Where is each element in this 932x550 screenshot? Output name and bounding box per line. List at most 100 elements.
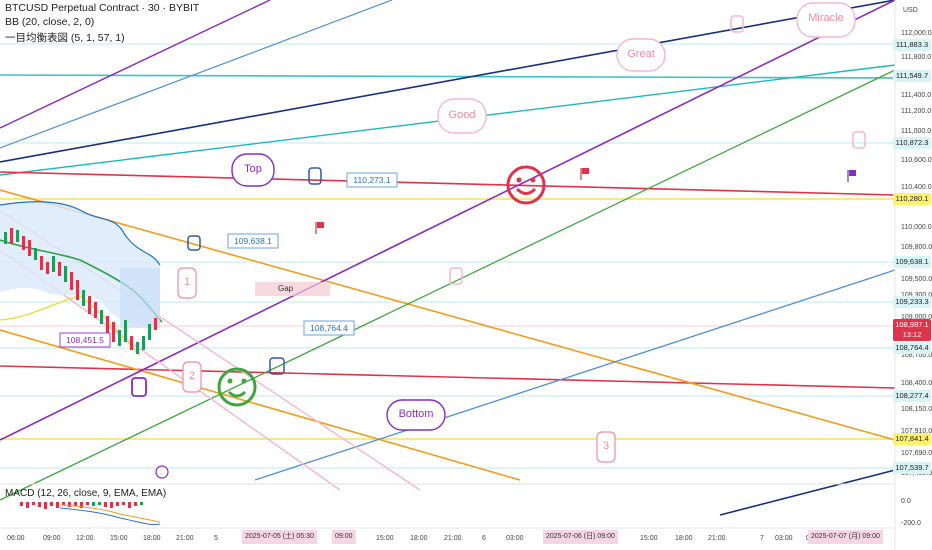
time-axis-label: 21:00 <box>708 535 726 542</box>
wave-1-box[interactable] <box>177 267 197 299</box>
price-level-tag[interactable]: 111,883.3 <box>893 39 931 51</box>
wave-2-box[interactable] <box>182 361 202 393</box>
wave-3-box[interactable] <box>596 431 616 463</box>
price-level-tag[interactable]: 109,638.1 <box>893 256 931 268</box>
price-level-tag[interactable]: 107,841.4 <box>893 433 931 445</box>
macd-indicator-label[interactable]: MACD (12, 26, close, 9, EMA, EMA) <box>5 488 167 499</box>
great-label: Great <box>627 48 655 60</box>
price-level-tag[interactable]: 108,764.4 <box>893 342 931 354</box>
flag-red-icon[interactable] <box>580 168 589 180</box>
price-callout-label: 109,638.1 <box>234 236 272 246</box>
time-axis-highlight: 09:00 <box>332 530 356 544</box>
price-axis-tick: 110,600.0 <box>901 157 932 164</box>
price-callout[interactable] <box>227 233 279 249</box>
price-level-tag[interactable]: 110,280.1 <box>893 193 931 205</box>
time-axis-label: 18:00 <box>410 535 428 542</box>
price-axis-tick: 110,400.0 <box>901 184 932 191</box>
macd-tick: 0.0 <box>901 498 911 505</box>
time-axis-label: 03:00 <box>775 535 793 542</box>
price-callout-label: 108,451.5 <box>66 335 104 345</box>
hand-pointer-icon[interactable] <box>449 267 463 285</box>
price-level-tag[interactable]: 107,539.7 <box>893 462 931 474</box>
bb-indicator-label[interactable]: BB (20, close, 2, 0) <box>5 16 95 28</box>
miracle-bubble[interactable] <box>796 2 856 38</box>
hand-pointer-icon[interactable] <box>187 235 201 251</box>
hand-pointer-icon[interactable] <box>308 167 322 185</box>
bollinger-bands <box>0 201 163 356</box>
time-axis-label: 09:00 <box>43 535 61 542</box>
price-axis-tick: 109,000.0 <box>901 314 932 321</box>
price-callout[interactable] <box>303 320 355 336</box>
time-axis-label: 15:00 <box>376 535 394 542</box>
price-axis-tick: 111,000.0 <box>901 128 932 135</box>
macd-tick: -200.0 <box>901 520 921 527</box>
gap-label: Gap <box>278 284 294 293</box>
price-axis-tick: 107,910.0 <box>901 428 932 435</box>
price-candles <box>4 228 157 354</box>
chart-title: BTCUSD Perpetual Contract · 30 · BYBIT <box>5 2 200 14</box>
macd-histogram <box>20 502 143 509</box>
price-axis-tick: 108,150.0 <box>901 406 932 413</box>
hand-pointer-icon[interactable] <box>269 357 285 375</box>
price-level-tag[interactable]: 109,233.3 <box>893 296 931 308</box>
good-bubble[interactable] <box>437 98 487 134</box>
time-axis-label: 03:00 <box>506 535 524 542</box>
price-axis-tick: 107,690.0 <box>901 450 932 457</box>
time-axis-highlight: 2025-07-07 (月) 09:00 <box>808 530 883 544</box>
miracle-label: Miracle <box>808 12 844 24</box>
time-axis-label: 15:00 <box>640 535 658 542</box>
smiley-green-icon[interactable] <box>217 367 257 407</box>
flag-purple-icon[interactable] <box>847 170 856 182</box>
time-axis-label: 12:00 <box>76 535 94 542</box>
axis-currency: USD <box>903 7 918 14</box>
price-axis-tick: 112,000.0 <box>901 30 932 37</box>
wave-2-label: 2 <box>188 370 196 382</box>
trendlines[interactable] <box>0 0 896 516</box>
price-axis-tick: 109,500.0 <box>901 276 932 283</box>
time-axis-label: 21:00 <box>176 535 194 542</box>
time-axis-label: 21:00 <box>444 535 462 542</box>
price-axis-tick: 111,800.0 <box>901 54 932 61</box>
hand-pointer-icon[interactable] <box>730 15 744 33</box>
great-bubble[interactable] <box>616 38 666 72</box>
good-label: Good <box>448 109 476 121</box>
current-price-tag[interactable]: 108,987.1 13:12 <box>893 319 931 341</box>
macd-line <box>59 507 161 525</box>
time-axis-label: 15:00 <box>110 535 128 542</box>
price-callout[interactable] <box>346 172 398 188</box>
current-price-value: 108,987.1 <box>895 320 929 329</box>
hand-pointer-icon[interactable] <box>131 377 147 397</box>
price-level-tag[interactable]: 111,549.7 <box>893 70 931 82</box>
time-axis-label: 06:00 <box>7 535 25 542</box>
hand-pointer-icon[interactable] <box>852 131 866 149</box>
price-axis-tick: 111,200.0 <box>901 108 932 115</box>
time-axis-highlight: 2025-07-05 (土) 05:30 <box>242 530 317 544</box>
price-axis-tick: 108,700.0 <box>901 352 932 359</box>
price-callout-label: 110,273.1 <box>353 175 391 185</box>
smiley-red-icon[interactable] <box>506 165 546 205</box>
gap-zone[interactable] <box>255 282 330 296</box>
time-axis-label: 6 <box>482 535 486 542</box>
price-axis-tick: 109,300.0 <box>901 292 932 299</box>
top-label: Top <box>244 163 262 175</box>
top-bubble[interactable] <box>231 153 275 187</box>
time-axis-label: 7 <box>760 535 764 542</box>
bottom-bubble[interactable] <box>386 399 446 431</box>
price-axis-tick: 109,800.0 <box>901 244 932 251</box>
flag-red-icon[interactable] <box>315 222 324 234</box>
price-axis-tick: 111,400.0 <box>901 92 932 99</box>
lightning-icon[interactable] <box>155 465 169 479</box>
current-price-timer: 13:12 <box>902 330 922 339</box>
price-level-tag[interactable]: 108,277.4 <box>893 390 931 402</box>
price-level-tag[interactable]: 110,872.3 <box>893 137 931 149</box>
time-axis-highlight: 2025-07-06 (日) 09:00 <box>543 530 618 544</box>
ichimoku-indicator-label[interactable]: 一目均衡表図 (5, 1, 57, 1) <box>5 32 125 44</box>
price-axis-tick: 108,400.0 <box>901 380 932 387</box>
price-axis-tick: 110,000.0 <box>901 224 932 231</box>
bottom-label: Bottom <box>398 408 434 420</box>
time-axis-label: 18:00 <box>675 535 693 542</box>
wave-1-label: 1 <box>183 276 191 288</box>
time-axis-label: 18:00 <box>143 535 161 542</box>
price-callout[interactable] <box>59 332 111 348</box>
